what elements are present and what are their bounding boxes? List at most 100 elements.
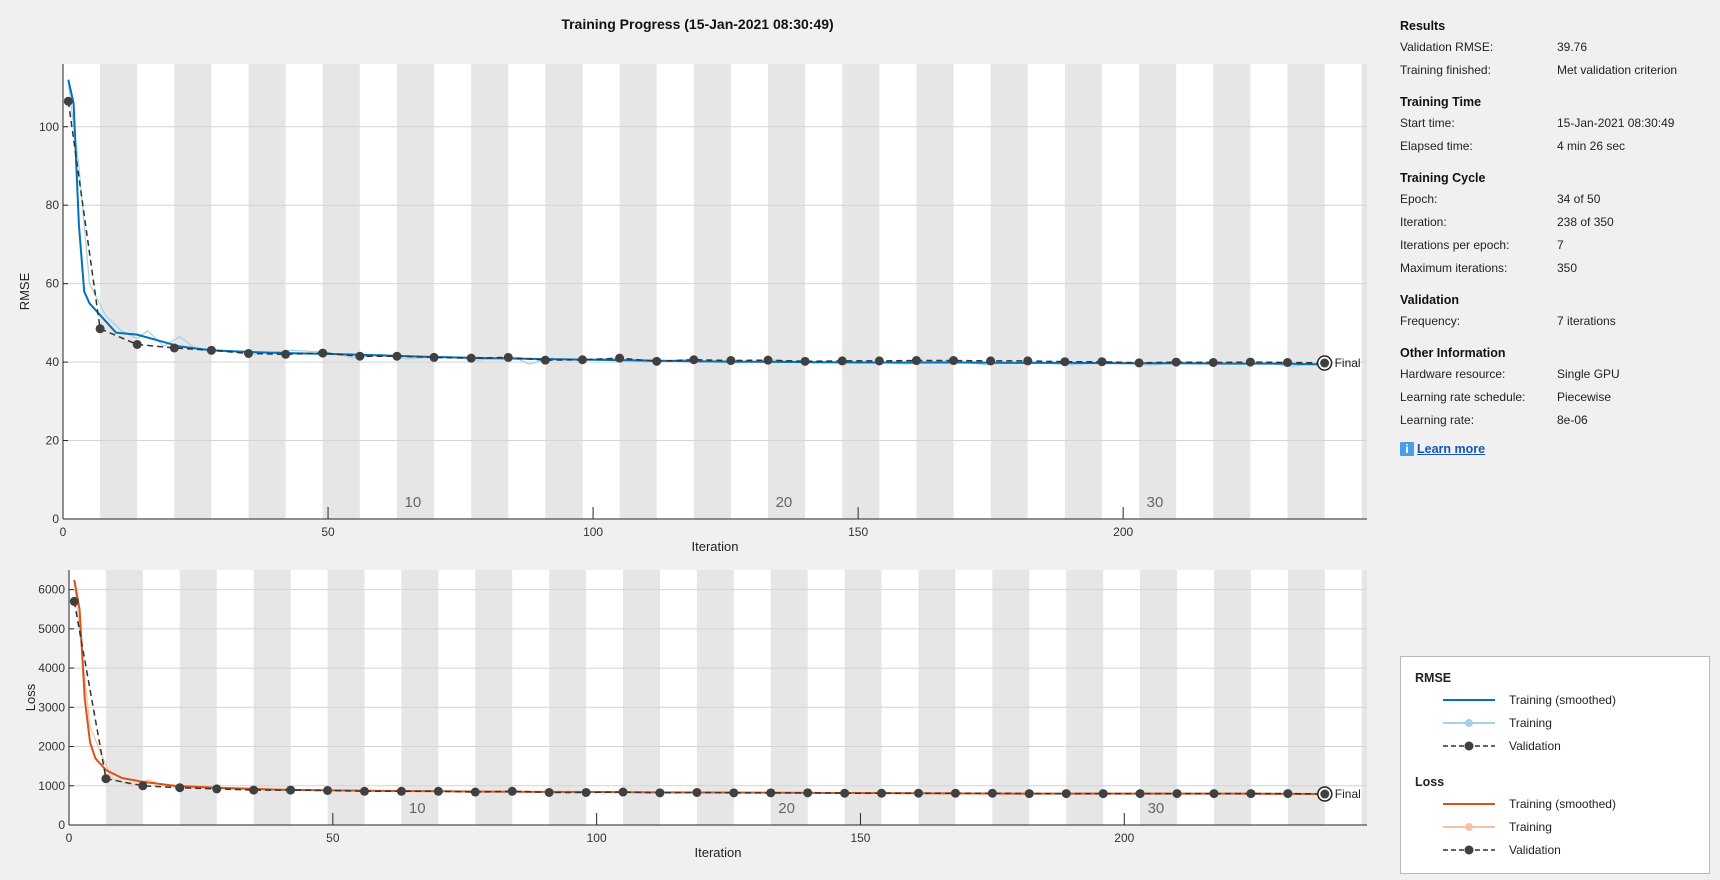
validation-marker <box>355 351 365 361</box>
validation-marker <box>840 788 850 798</box>
validation-marker <box>1024 789 1034 799</box>
legend-label: Training <box>1509 820 1552 834</box>
x-tick-label: 150 <box>848 525 868 539</box>
y-tick-label: 20 <box>46 434 60 448</box>
final-label: Final <box>1335 787 1361 801</box>
info-row: Training finished: Met validation criteri… <box>1400 59 1710 82</box>
plot-title: Training Progress (15-Jan-2021 08:30:49) <box>561 16 834 32</box>
info-value: 7 iterations <box>1557 314 1616 328</box>
info-value: 15-Jan-2021 08:30:49 <box>1557 116 1675 130</box>
epoch-label: 10 <box>409 800 426 817</box>
validation-marker <box>392 351 402 361</box>
validation-marker <box>1098 789 1108 799</box>
info-value: Met validation criterion <box>1557 63 1678 77</box>
x-tick-label: 100 <box>583 525 603 539</box>
validation-marker <box>577 355 587 365</box>
validation-marker <box>175 783 185 793</box>
validation-marker <box>323 785 333 795</box>
y-tick-label: 3000 <box>38 700 65 714</box>
validation-marker <box>1135 789 1145 799</box>
validation-marker <box>1023 356 1033 366</box>
info-label: Frequency: <box>1400 314 1461 328</box>
epoch-label: 10 <box>405 494 422 511</box>
validation-marker <box>837 356 847 366</box>
validation-marker <box>950 788 960 798</box>
epoch-band <box>1140 570 1178 825</box>
validation-marker <box>1097 357 1107 367</box>
info-section-heading: Training Cycle <box>1400 171 1486 185</box>
validation-marker <box>244 348 254 358</box>
epoch-band <box>1066 570 1104 825</box>
validation-marker <box>874 356 884 366</box>
x-tick-label: 200 <box>1114 831 1134 845</box>
validation-marker <box>800 356 810 366</box>
info-label: Training finished: <box>1400 63 1491 77</box>
info-section-other-information: Other Information Hardware resource: Singl… <box>1400 343 1710 432</box>
validation-marker <box>359 786 369 796</box>
legend-item: Training <box>1441 819 1552 835</box>
final-marker <box>1320 358 1330 368</box>
epoch-band <box>327 570 365 825</box>
info-row: Frequency: 7 iterations <box>1400 310 1710 333</box>
epoch-band <box>475 570 513 825</box>
legend-swatch <box>1443 699 1495 701</box>
validation-marker <box>95 324 105 334</box>
validation-marker <box>1172 789 1182 799</box>
legend-swatch <box>1443 845 1495 855</box>
info-section-heading: Validation <box>1400 293 1460 307</box>
validation-marker <box>911 356 921 366</box>
validation-marker <box>396 786 406 796</box>
epoch-band <box>1361 64 1367 519</box>
info-value: 7 <box>1557 238 1564 252</box>
epoch-band <box>1361 570 1367 825</box>
epoch-band <box>992 570 1030 825</box>
epoch-band <box>1213 64 1251 519</box>
legend-item: Training (smoothed) <box>1441 796 1616 812</box>
validation-marker <box>138 781 148 791</box>
epoch-band <box>768 64 806 519</box>
validation-marker <box>206 345 216 355</box>
epoch-band <box>693 64 731 519</box>
info-row: Validation RMSE: 39.76 <box>1400 36 1710 59</box>
info-label: Validation RMSE: <box>1400 40 1494 54</box>
legend-item: Training <box>1441 715 1552 731</box>
validation-marker <box>949 356 959 366</box>
learn-more-link[interactable]: Learn more <box>1417 442 1486 456</box>
info-row: Maximum iterations: 350 <box>1400 257 1710 280</box>
x-tick-label: 0 <box>66 831 73 845</box>
legend-label: Validation <box>1509 739 1561 753</box>
x-tick-label: 50 <box>326 831 340 845</box>
epoch-band <box>842 64 880 519</box>
validation-marker <box>766 788 776 798</box>
validation-marker <box>132 339 142 349</box>
epoch-band <box>918 570 956 825</box>
epoch-band <box>174 64 212 519</box>
x-tick-label: 150 <box>850 831 870 845</box>
info-section-heading: Results <box>1400 19 1446 33</box>
validation-marker <box>1060 357 1070 367</box>
learn-more-link-row[interactable]: i Learn more <box>1400 442 1710 456</box>
info-row: Start time: 15-Jan-2021 08:30:49 <box>1400 112 1710 135</box>
info-section-heading: Training Time <box>1400 95 1482 109</box>
plot-legend: RMSE Training (smoothed) Training Validatio… <box>1400 656 1710 874</box>
validation-marker <box>986 356 996 366</box>
info-label: Start time: <box>1400 116 1455 130</box>
legend-swatch <box>1443 741 1495 751</box>
final-label: Final <box>1335 356 1361 370</box>
epoch-label: 20 <box>776 494 793 511</box>
info-row: Iteration: 238 of 350 <box>1400 211 1710 234</box>
epoch-band <box>248 64 286 519</box>
legend-swatch <box>1443 803 1495 805</box>
validation-marker <box>318 348 328 358</box>
epoch-band <box>100 64 138 519</box>
y-axis-label: RMSE <box>17 272 32 310</box>
validation-marker <box>63 96 73 106</box>
validation-marker <box>689 355 699 365</box>
legend-item: Validation <box>1441 842 1561 858</box>
info-label: Learning rate: <box>1400 413 1475 427</box>
validation-marker <box>1208 357 1218 367</box>
x-tick-label: 0 <box>60 525 67 539</box>
validation-marker <box>877 788 887 798</box>
validation-marker <box>507 786 517 796</box>
